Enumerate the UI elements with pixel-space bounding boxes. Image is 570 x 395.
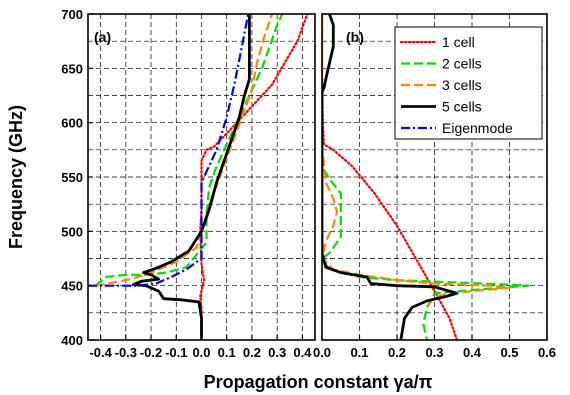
series-line-2-cells-panel-a — [94, 14, 284, 287]
panel-a-y-ticks: 400 450 500 550 600 650 700 — [61, 7, 93, 348]
legend-box — [394, 26, 543, 140]
panel-b: 0.0 0.1 0.2 0.3 0.4 0.5 0.6 (b) — [313, 13, 556, 360]
legend-label-2-cells: 2 cells — [442, 56, 482, 72]
legend-label-3-cells: 3 cells — [442, 77, 482, 93]
y-axis-title: Frequency (GHz) — [6, 105, 26, 249]
x-tick-label: 0.3 — [268, 345, 286, 360]
x-tick-label: 0.5 — [500, 345, 518, 360]
x-tick-label: 0.4 — [293, 345, 312, 360]
x-tick-label: 0.0 — [313, 345, 331, 360]
y-tick-label: 450 — [61, 279, 83, 294]
y-tick-label: 600 — [61, 116, 83, 131]
y-tick-label: 550 — [61, 170, 83, 185]
x-tick-label: 0.0 — [192, 345, 210, 360]
panel-a-x-ticks: -0.4 -0.3 -0.2 -0.1 0.0 0.1 0.2 0.3 0.4 — [89, 335, 312, 360]
legend: 1 cell 2 cells 3 cells 5 cells Eigenmode — [394, 26, 543, 140]
legend-label-5-cells: 5 cells — [442, 99, 482, 115]
legend-label-eigenmode: Eigenmode — [442, 120, 513, 136]
x-tick-label: 0.3 — [425, 345, 443, 360]
y-tick-label: 700 — [61, 7, 83, 22]
x-tick-label: -0.4 — [89, 345, 112, 360]
x-tick-label: 0.4 — [463, 345, 482, 360]
x-tick-label: 0.6 — [538, 345, 556, 360]
panel-a-series — [88, 14, 309, 340]
series-line-5-cells-panel-b — [322, 14, 459, 340]
series-line-5-cells-panel-a — [131, 14, 251, 340]
y-tick-label: 400 — [61, 333, 83, 348]
y-tick-label: 650 — [61, 61, 83, 76]
legend-label-1-cell: 1 cell — [442, 34, 475, 50]
panel-a-label: (a) — [94, 29, 111, 45]
x-tick-label: -0.1 — [165, 345, 187, 360]
y-tick-label: 500 — [61, 224, 83, 239]
x-axis-title: Propagation constant γa/π — [204, 372, 433, 392]
x-tick-label: 0.2 — [388, 345, 406, 360]
panel-a: -0.4 -0.3 -0.2 -0.1 0.0 0.1 0.2 0.3 0.4 400 450 50… — [61, 7, 316, 360]
series-line-eigenmode-panel-a — [88, 14, 250, 287]
panel-b-x-ticks: 0.0 0.1 0.2 0.3 0.4 0.5 0.6 — [313, 335, 556, 360]
x-tick-label: 0.1 — [218, 345, 236, 360]
series-line-3-cells-panel-b — [322, 14, 511, 309]
x-tick-label: -0.3 — [115, 345, 137, 360]
x-tick-label: -0.2 — [140, 345, 162, 360]
x-tick-label: 0.2 — [243, 345, 261, 360]
x-tick-label: 0.1 — [350, 345, 368, 360]
panel-b-label: (b) — [346, 29, 364, 45]
series-line-1-cell-panel-a — [199, 14, 309, 340]
